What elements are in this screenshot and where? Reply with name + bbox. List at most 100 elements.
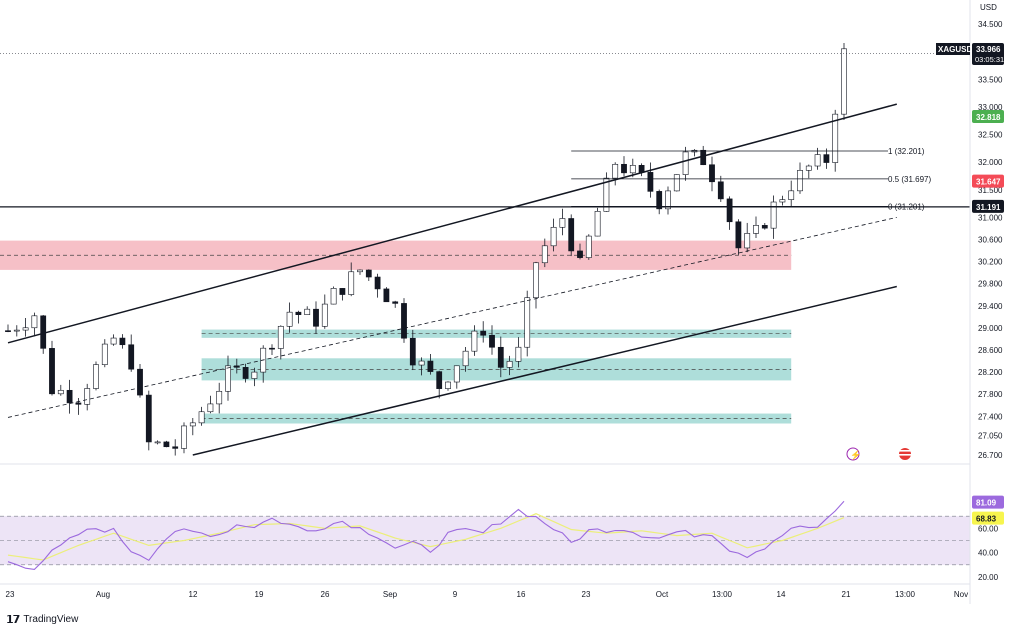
candle-body bbox=[207, 403, 214, 413]
price-tick-label: 29.800 bbox=[978, 280, 1003, 289]
candle-body bbox=[612, 163, 619, 179]
channel-mid-line bbox=[7, 217, 897, 418]
tradingview-logo-icon: 𝟭𝟳 bbox=[6, 613, 20, 626]
time-tick-label: 14 bbox=[777, 590, 786, 599]
candle-body bbox=[137, 368, 143, 396]
rsi-ma-value-tag-text: 68.83 bbox=[976, 515, 997, 524]
candle-body bbox=[427, 360, 434, 372]
candle-body bbox=[524, 297, 531, 348]
red-price-tag[interactable]: 31.647 bbox=[972, 174, 1004, 188]
symbol-tag-bg bbox=[936, 43, 970, 55]
candle-body bbox=[128, 344, 135, 370]
candle-body bbox=[198, 411, 205, 424]
candle-body bbox=[788, 190, 795, 200]
rsi-value-tag-text: 81.09 bbox=[976, 499, 997, 508]
fib-level-label: 1 (32.201) bbox=[888, 147, 925, 156]
rsi-ma-value-tag-bg bbox=[972, 511, 1004, 525]
time-tick-label: 19 bbox=[255, 590, 264, 599]
candle-body bbox=[533, 262, 539, 299]
support-price-tag[interactable]: 31.191 bbox=[972, 199, 1004, 213]
candle-body bbox=[101, 343, 108, 365]
candle-body bbox=[770, 201, 777, 229]
time-axis[interactable]: 23 Aug 12 19 26 Sep 9 16 23 Oct 13:00 14 21 13:00 Nov bbox=[6, 590, 969, 599]
last-price-text: 33.966 bbox=[976, 45, 1001, 54]
lightning-icon-ring bbox=[846, 447, 860, 461]
time-tick-label: 21 bbox=[842, 590, 851, 599]
time-tick-label: 13:00 bbox=[895, 590, 916, 599]
candle-body bbox=[242, 367, 249, 379]
channel-lower-line bbox=[192, 285, 897, 456]
countdown-text: 03:05:31 bbox=[975, 55, 1004, 64]
main-price-pane[interactable]: 1 (32.201) 0.5 (31.697) 0 (31.201) ⚡ bbox=[0, 42, 970, 461]
candle-body bbox=[225, 365, 231, 392]
candle-body bbox=[841, 48, 847, 115]
branding[interactable]: 𝟭𝟳 TradingView bbox=[6, 612, 78, 626]
price-tick-label: 29.000 bbox=[978, 324, 1003, 333]
candle-body bbox=[814, 154, 821, 167]
price-tick-label: 32.000 bbox=[978, 158, 1003, 167]
time-tick-label: 12 bbox=[189, 590, 198, 599]
support-price-tag-bg bbox=[972, 199, 1004, 213]
time-tick-label: 9 bbox=[453, 590, 458, 599]
rsi-pane[interactable] bbox=[0, 500, 970, 570]
candle-body bbox=[49, 348, 55, 395]
candle-body bbox=[471, 330, 478, 352]
candle-body bbox=[453, 365, 460, 383]
price-tick-label: 29.400 bbox=[978, 302, 1003, 311]
candle-body bbox=[13, 329, 20, 332]
fib-level-label: 0 (31.201) bbox=[888, 202, 925, 211]
rsi-value-tag[interactable]: 81.09 bbox=[972, 495, 1004, 509]
candle-body bbox=[761, 225, 768, 229]
candle-body bbox=[110, 337, 117, 345]
price-tick-label: 33.000 bbox=[978, 103, 1003, 112]
candle-body bbox=[269, 347, 275, 350]
candle-body bbox=[805, 165, 812, 171]
time-tick-label: Aug bbox=[96, 590, 110, 599]
fib-level-label: 0.5 (31.697) bbox=[888, 175, 931, 184]
us-flag-icon[interactable] bbox=[899, 448, 911, 460]
candle-body bbox=[682, 151, 689, 175]
candle-body bbox=[506, 361, 513, 368]
candle-body bbox=[726, 198, 733, 223]
candle-body bbox=[797, 170, 803, 192]
candle-body bbox=[181, 425, 187, 449]
green-price-tag-bg bbox=[972, 109, 1004, 123]
candle-body bbox=[383, 288, 390, 303]
time-tick-label: 13:00 bbox=[712, 590, 733, 599]
candle-body bbox=[145, 394, 152, 443]
candle-body bbox=[251, 371, 258, 379]
candle-body bbox=[401, 303, 407, 339]
price-axis[interactable]: 34.50034.00033.50033.00032.50032.00031.5… bbox=[978, 20, 1003, 460]
candle-body bbox=[163, 441, 170, 448]
time-tick-label: 16 bbox=[517, 590, 526, 599]
candle-body bbox=[31, 315, 38, 329]
candle-body bbox=[418, 360, 425, 366]
candle-body bbox=[339, 288, 346, 295]
time-tick-label: 26 bbox=[321, 590, 330, 599]
candle-body bbox=[709, 164, 715, 183]
candle-body bbox=[480, 330, 487, 336]
candle-body bbox=[832, 113, 839, 163]
price-tick-label: 30.200 bbox=[978, 258, 1003, 267]
rsi-ma-value-tag[interactable]: 68.83 bbox=[972, 511, 1004, 525]
candle-body bbox=[93, 364, 99, 389]
candle-body bbox=[489, 334, 495, 348]
green-price-tag[interactable]: 32.818 bbox=[972, 109, 1004, 123]
lightning-icon[interactable]: ⚡ bbox=[846, 447, 861, 461]
candle-body bbox=[585, 235, 592, 258]
candle-body bbox=[629, 165, 636, 174]
candle-body bbox=[392, 301, 399, 304]
candle-body bbox=[700, 149, 707, 166]
candle-body bbox=[216, 390, 223, 405]
rsi-tick-label: 60.00 bbox=[978, 524, 999, 533]
candle-body bbox=[436, 371, 443, 389]
candle-body bbox=[541, 245, 548, 264]
candle-body bbox=[779, 199, 786, 203]
candle-body bbox=[497, 346, 504, 368]
candle-body bbox=[665, 190, 671, 210]
candle-body bbox=[823, 154, 830, 163]
channel-upper-line bbox=[7, 103, 897, 344]
candle-body bbox=[647, 172, 654, 192]
